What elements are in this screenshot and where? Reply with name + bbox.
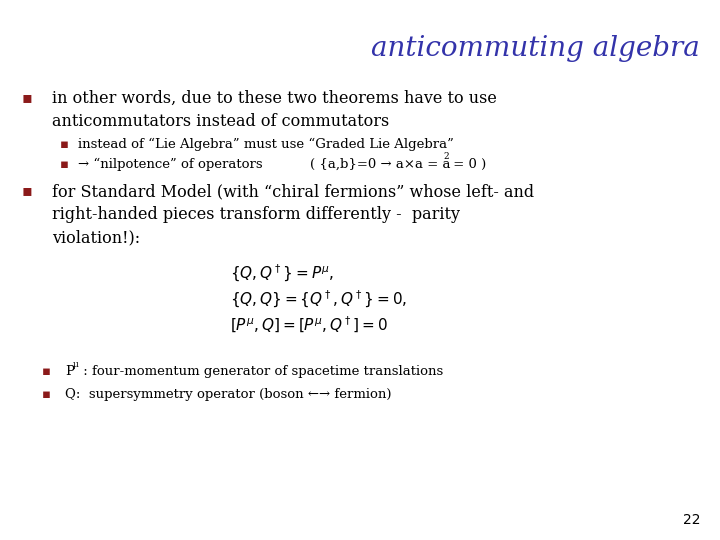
Text: 2: 2 — [443, 152, 449, 161]
Text: μ: μ — [73, 360, 79, 369]
Text: in other words, due to these two theorems have to use: in other words, due to these two theorem… — [52, 90, 497, 107]
Text: → “nilpotence” of operators: → “nilpotence” of operators — [78, 158, 263, 171]
Text: ▪: ▪ — [60, 158, 69, 171]
Text: ( {a,b}=0 → a×a = a: ( {a,b}=0 → a×a = a — [310, 158, 451, 171]
Text: = 0 ): = 0 ) — [449, 158, 486, 171]
Text: : four-momentum generator of spacetime translations: : four-momentum generator of spacetime t… — [79, 365, 444, 378]
Text: anticommutators instead of commutators: anticommutators instead of commutators — [52, 113, 390, 130]
Text: ▪: ▪ — [42, 365, 51, 378]
Text: 22: 22 — [683, 513, 700, 527]
Text: ▪: ▪ — [22, 90, 33, 105]
Text: P: P — [65, 365, 74, 378]
Text: ▪: ▪ — [22, 183, 33, 198]
Text: ▪: ▪ — [42, 388, 51, 401]
Text: for Standard Model (with “chiral fermions” whose left- and: for Standard Model (with “chiral fermion… — [52, 183, 534, 200]
Text: $\{Q, Q\} = \{Q^\dagger, Q^\dagger\} = 0,$: $\{Q, Q\} = \{Q^\dagger, Q^\dagger\} = 0… — [230, 289, 408, 310]
Text: instead of “Lie Algebra” must use “Graded Lie Algebra”: instead of “Lie Algebra” must use “Grade… — [78, 138, 454, 151]
Text: $[P^\mu, Q] = [P^\mu, Q^\dagger] = 0$: $[P^\mu, Q] = [P^\mu, Q^\dagger] = 0$ — [230, 315, 388, 335]
Text: Q:  supersymmetry operator (boson ←→ fermion): Q: supersymmetry operator (boson ←→ ferm… — [65, 388, 392, 401]
Text: anticommuting algebra: anticommuting algebra — [372, 35, 700, 62]
Text: right-handed pieces transform differently -  parity: right-handed pieces transform differentl… — [52, 206, 460, 223]
Text: ▪: ▪ — [60, 138, 69, 151]
Text: violation!):: violation!): — [52, 229, 140, 246]
Text: $\{Q, Q^\dagger\} = P^\mu,$: $\{Q, Q^\dagger\} = P^\mu,$ — [230, 263, 334, 284]
